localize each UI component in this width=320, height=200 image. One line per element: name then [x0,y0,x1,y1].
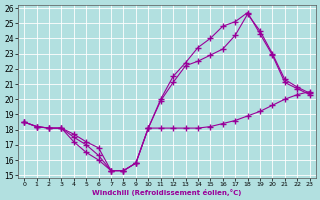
X-axis label: Windchill (Refroidissement éolien,°C): Windchill (Refroidissement éolien,°C) [92,189,242,196]
